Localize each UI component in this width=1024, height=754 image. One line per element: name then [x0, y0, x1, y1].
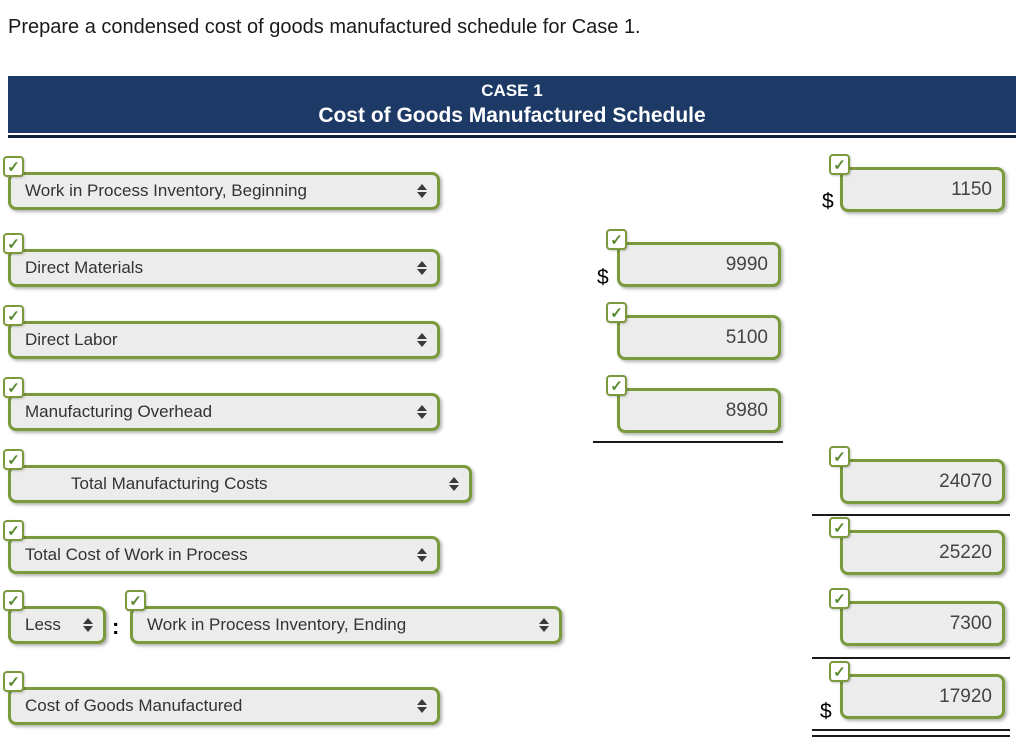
- dropdown-label: Work in Process Inventory, Ending: [147, 615, 407, 634]
- input-value: 9990: [725, 253, 768, 275]
- input-direct-materials[interactable]: ✓ 9990: [606, 229, 781, 287]
- dropdown-direct-materials[interactable]: ✓ Direct Materials: [3, 233, 440, 287]
- dollar-sign: $: [822, 190, 834, 213]
- input-value: 7300: [949, 612, 992, 634]
- input-cogm[interactable]: ✓ 17920: [829, 661, 1005, 719]
- dropdown-label: Manufacturing Overhead: [25, 402, 213, 421]
- dropdown-label: Less: [25, 615, 61, 634]
- updown-arrows-icon: [417, 548, 427, 562]
- dollar-sign: $: [597, 266, 609, 289]
- updown-arrows-icon: [417, 405, 427, 419]
- correct-check-icon: ✓: [829, 517, 850, 538]
- updown-arrows-icon: [417, 699, 427, 713]
- dropdown-label: Work in Process Inventory, Beginning: [25, 181, 307, 200]
- correct-check-icon: ✓: [606, 302, 627, 323]
- updown-arrows-icon: [83, 618, 93, 632]
- correct-check-icon: ✓: [125, 590, 146, 611]
- input-value: 1150: [951, 178, 992, 200]
- updown-arrows-icon: [449, 477, 459, 491]
- correct-check-icon: ✓: [3, 671, 24, 692]
- dropdown-label: Cost of Goods Manufactured: [25, 696, 243, 715]
- input-wip-ending[interactable]: ✓ 7300: [829, 588, 1005, 646]
- dropdown-label: Total Manufacturing Costs: [71, 474, 268, 493]
- input-manufacturing-overhead[interactable]: ✓ 8980: [606, 375, 781, 433]
- correct-check-icon: ✓: [3, 520, 24, 541]
- input-value: 24070: [939, 470, 992, 492]
- dollar-sign: $: [820, 700, 832, 723]
- header-divider: [8, 135, 1016, 138]
- dropdown-label: Total Cost of Work in Process: [25, 545, 248, 564]
- updown-arrows-icon: [417, 184, 427, 198]
- schedule-header: CASE 1 Cost of Goods Manufactured Schedu…: [8, 76, 1016, 133]
- correct-check-icon: ✓: [829, 154, 850, 175]
- input-value: 5100: [725, 326, 768, 348]
- correct-check-icon: ✓: [829, 661, 850, 682]
- dropdown-cogm[interactable]: ✓ Cost of Goods Manufactured: [3, 671, 440, 725]
- dropdown-direct-labor[interactable]: ✓ Direct Labor: [3, 305, 440, 359]
- input-direct-labor[interactable]: ✓ 5100: [606, 302, 781, 360]
- instruction-text: Prepare a condensed cost of goods manufa…: [8, 16, 641, 38]
- updown-arrows-icon: [417, 333, 427, 347]
- dropdown-total-cost-of-wip[interactable]: ✓ Total Cost of Work in Process: [3, 520, 440, 574]
- correct-check-icon: ✓: [3, 449, 24, 470]
- dropdown-manufacturing-overhead[interactable]: ✓ Manufacturing Overhead: [3, 377, 440, 431]
- input-value: 8980: [725, 399, 768, 421]
- correct-check-icon: ✓: [829, 446, 850, 467]
- dropdown-label: Direct Materials: [25, 258, 144, 277]
- correct-check-icon: ✓: [606, 375, 627, 396]
- dropdown-wip-ending[interactable]: ✓ Work in Process Inventory, Ending: [125, 590, 562, 644]
- input-value: 25220: [939, 541, 992, 563]
- header-subtitle: Cost of Goods Manufactured Schedule: [318, 104, 706, 127]
- input-total-manufacturing-costs[interactable]: ✓ 24070: [829, 446, 1005, 504]
- updown-arrows-icon: [539, 618, 549, 632]
- correct-check-icon: ✓: [3, 305, 24, 326]
- correct-check-icon: ✓: [829, 588, 850, 609]
- dropdown-less[interactable]: ✓ Less: [3, 590, 106, 644]
- header-title: CASE 1: [481, 81, 543, 100]
- double-rule-cogm-top: [812, 729, 1010, 731]
- subtotal-rule-less: [812, 657, 1010, 659]
- correct-check-icon: ✓: [3, 590, 24, 611]
- correct-check-icon: ✓: [606, 229, 627, 250]
- input-total-cost-of-wip[interactable]: ✓ 25220: [829, 517, 1005, 575]
- dropdown-wip-beginning[interactable]: ✓ Work in Process Inventory, Beginning: [3, 156, 440, 210]
- double-rule-cogm-bottom: [812, 735, 1010, 737]
- input-value: 17920: [939, 685, 992, 707]
- correct-check-icon: ✓: [3, 233, 24, 254]
- dropdown-label: Direct Labor: [25, 330, 118, 349]
- dropdown-total-manufacturing-costs[interactable]: ✓ Total Manufacturing Costs: [3, 449, 472, 503]
- input-wip-beginning[interactable]: ✓ 1150: [829, 154, 1005, 212]
- colon-separator: :: [112, 614, 120, 639]
- subtotal-rule-materials: [593, 441, 783, 443]
- correct-check-icon: ✓: [3, 156, 24, 177]
- updown-arrows-icon: [417, 261, 427, 275]
- correct-check-icon: ✓: [3, 377, 24, 398]
- subtotal-rule-total-costs: [812, 514, 1010, 516]
